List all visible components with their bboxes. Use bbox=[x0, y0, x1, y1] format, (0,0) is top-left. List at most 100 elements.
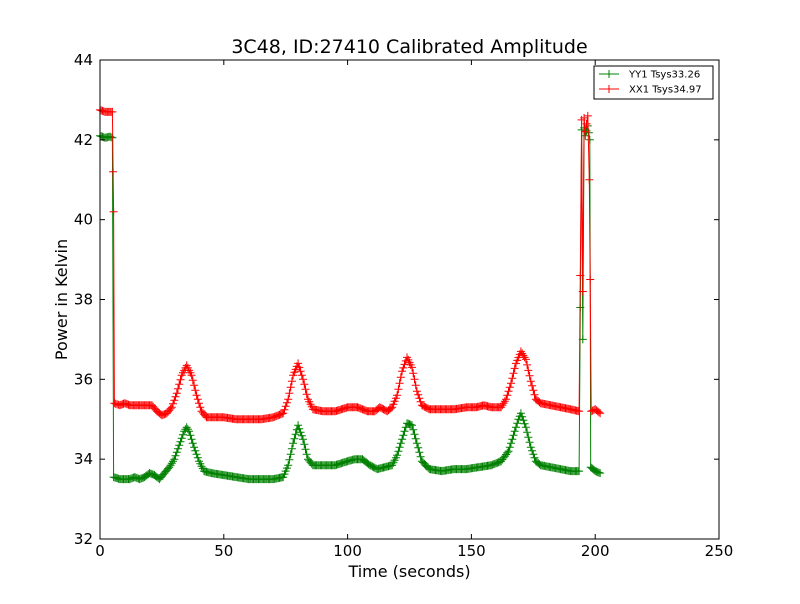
data-point-marker bbox=[196, 403, 205, 412]
data-point-marker bbox=[285, 455, 294, 464]
y-tick-label: 44 bbox=[74, 51, 93, 69]
data-point-marker bbox=[526, 443, 535, 452]
data-point-marker bbox=[530, 390, 539, 399]
data-point-marker bbox=[174, 444, 182, 453]
data-point-marker bbox=[178, 430, 187, 439]
data-point-marker bbox=[529, 450, 538, 459]
data-point-marker bbox=[187, 371, 196, 380]
data-point-marker bbox=[529, 386, 538, 395]
data-point-marker bbox=[172, 389, 181, 398]
data-point-marker bbox=[294, 421, 303, 430]
data-point-marker bbox=[287, 377, 296, 386]
data-point-marker bbox=[186, 431, 195, 440]
data-point-marker bbox=[281, 402, 290, 411]
data-point-marker bbox=[195, 399, 203, 408]
x-axis-label: Time (seconds) bbox=[347, 562, 470, 581]
data-point-marker bbox=[188, 439, 197, 448]
data-point-marker bbox=[509, 369, 518, 378]
data-point-marker bbox=[187, 435, 196, 444]
data-point-marker bbox=[412, 387, 421, 396]
data-point-marker bbox=[409, 425, 418, 434]
x-tick-label: 150 bbox=[457, 542, 486, 560]
data-point-marker bbox=[575, 467, 584, 476]
data-point-marker bbox=[302, 450, 311, 459]
data-point-marker bbox=[169, 399, 177, 408]
x-tick-label: 200 bbox=[581, 542, 610, 560]
data-point-marker bbox=[399, 363, 408, 372]
data-point-marker bbox=[279, 409, 288, 418]
data-point-marker bbox=[291, 430, 300, 439]
data-point-marker bbox=[415, 394, 424, 403]
data-point-marker bbox=[177, 434, 186, 443]
data-point-marker bbox=[108, 107, 117, 116]
data-point-marker bbox=[393, 391, 402, 400]
data-point-marker bbox=[594, 408, 603, 417]
data-point-marker bbox=[398, 367, 407, 376]
data-point-marker bbox=[193, 453, 202, 462]
data-point-marker bbox=[109, 167, 118, 176]
data-point-marker bbox=[287, 444, 296, 453]
series-1 bbox=[96, 105, 605, 424]
data-point-marker bbox=[301, 385, 310, 394]
data-point-marker bbox=[584, 128, 593, 137]
data-point-marker bbox=[596, 409, 605, 418]
data-point-marker bbox=[578, 287, 587, 296]
data-point-marker bbox=[176, 437, 185, 446]
data-point-marker bbox=[410, 430, 419, 439]
data-point-marker bbox=[175, 441, 184, 450]
data-point-marker bbox=[596, 469, 605, 478]
data-point-marker bbox=[502, 395, 511, 404]
data-point-marker bbox=[504, 387, 513, 396]
data-point-marker bbox=[521, 423, 530, 432]
data-point-marker bbox=[576, 271, 585, 280]
data-point-marker bbox=[416, 452, 425, 461]
data-point-marker bbox=[167, 403, 176, 412]
data-point-marker bbox=[504, 447, 513, 456]
data-point-marker bbox=[297, 371, 306, 380]
data-point-marker bbox=[520, 353, 529, 362]
data-point-marker bbox=[410, 375, 419, 384]
x-tick-label: 50 bbox=[214, 542, 233, 560]
data-point-marker bbox=[582, 119, 591, 128]
data-point-marker bbox=[507, 379, 515, 388]
data-point-marker bbox=[508, 374, 517, 383]
data-point-marker bbox=[528, 446, 537, 455]
data-point-marker bbox=[290, 434, 299, 443]
data-point-marker bbox=[394, 385, 403, 394]
data-point-marker bbox=[170, 455, 179, 464]
data-point-marker bbox=[394, 447, 403, 456]
data-point-marker bbox=[172, 448, 181, 457]
x-tick-label: 100 bbox=[333, 542, 362, 560]
data-point-marker bbox=[286, 450, 295, 459]
data-point-marker bbox=[524, 366, 533, 375]
data-point-marker bbox=[528, 381, 537, 390]
data-point-marker bbox=[581, 127, 590, 136]
data-point-marker bbox=[523, 360, 532, 369]
data-point-marker bbox=[414, 390, 423, 399]
data-point-marker bbox=[398, 435, 407, 444]
data-point-marker bbox=[519, 416, 528, 425]
legend-marker bbox=[605, 70, 613, 78]
data-point-marker bbox=[408, 421, 416, 430]
data-point-marker bbox=[109, 207, 118, 216]
data-point-marker bbox=[183, 425, 192, 434]
data-point-marker bbox=[190, 443, 199, 452]
data-point-marker bbox=[512, 423, 520, 432]
data-point-marker bbox=[414, 443, 423, 452]
ticks-layer: 0 50 100 150 200 250 32 34 36 38 40 42 44 bbox=[74, 51, 733, 560]
data-point-marker bbox=[510, 364, 519, 373]
data-point-marker bbox=[171, 451, 180, 460]
data-point-marker bbox=[166, 404, 175, 413]
data-point-marker bbox=[503, 448, 512, 457]
data-point-marker bbox=[301, 445, 310, 454]
data-point-marker bbox=[295, 424, 304, 433]
data-point-marker bbox=[503, 391, 512, 400]
data-point-marker bbox=[400, 427, 409, 436]
data-point-marker bbox=[192, 391, 201, 400]
data-point-marker bbox=[510, 427, 519, 436]
data-point-marker bbox=[408, 363, 416, 372]
chart-title: 3C48, ID:27410 Calibrated Amplitude bbox=[231, 36, 587, 58]
data-point-marker bbox=[299, 375, 307, 384]
